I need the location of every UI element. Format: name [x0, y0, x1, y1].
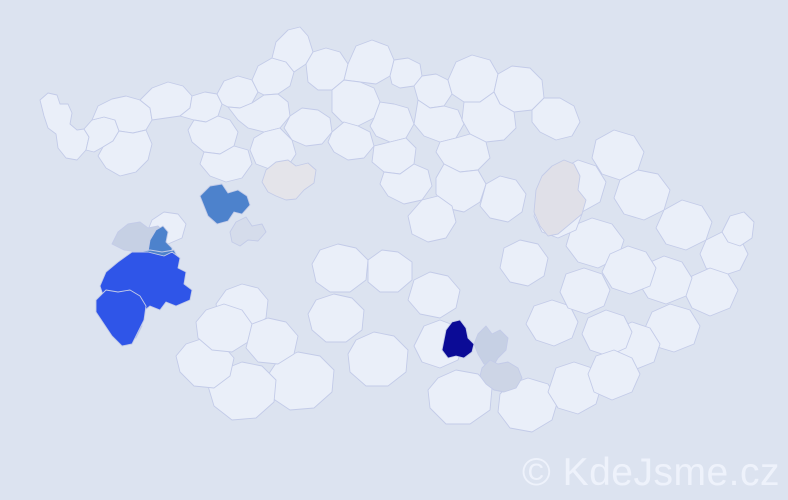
district-strakonice[interactable]: [196, 304, 252, 352]
district-highlight-mlada-boleslav[interactable]: [262, 160, 316, 200]
district-tabor[interactable]: [308, 294, 364, 342]
district-svitavy[interactable]: [480, 176, 526, 222]
district-hradec-kralove[interactable]: [462, 92, 516, 142]
district-frydek-mistek[interactable]: [684, 268, 738, 316]
district-prostejov[interactable]: [560, 268, 610, 314]
district-mlada-boleslav-base[interactable]: [332, 80, 380, 126]
district-praha-vychod[interactable]: [328, 122, 374, 160]
district-chrudim[interactable]: [436, 164, 486, 212]
district-usti-nad-labem[interactable]: [252, 58, 294, 95]
district-highlight-brno-mesto[interactable]: [474, 326, 508, 368]
district-cheb[interactable]: [40, 93, 89, 160]
district-highlight-zdar-nad-sazavou[interactable]: [442, 320, 474, 358]
district-pisek[interactable]: [246, 318, 298, 364]
district-nymburk[interactable]: [370, 102, 414, 142]
district-breclav[interactable]: [498, 378, 558, 432]
district-rakovnik[interactable]: [200, 146, 252, 182]
district-liberec[interactable]: [344, 40, 394, 84]
base-districts-layer: [40, 27, 754, 432]
district-tachov[interactable]: [98, 130, 152, 176]
district-highlight-beroun[interactable]: [200, 184, 250, 224]
district-litomerice[interactable]: [228, 94, 290, 132]
district-decin[interactable]: [272, 27, 313, 72]
district-rychnov[interactable]: [532, 98, 580, 140]
district-karvina[interactable]: [722, 212, 754, 246]
district-kutna-hora[interactable]: [380, 164, 432, 204]
district-benesov[interactable]: [312, 244, 368, 292]
district-pardubice[interactable]: [436, 134, 490, 172]
district-prerov[interactable]: [602, 246, 656, 294]
district-highlight-domazlice[interactable]: [96, 290, 146, 346]
district-highlight-praha-zapad[interactable]: [230, 217, 266, 246]
district-havlickuv-brod[interactable]: [408, 196, 456, 242]
district-znojmo[interactable]: [428, 370, 492, 424]
district-highlight-brno-venkov[interactable]: [480, 360, 522, 392]
district-teplice[interactable]: [217, 76, 258, 108]
watermark-kdejsme: © KdeJsme.cz: [522, 451, 780, 494]
district-melnik[interactable]: [284, 108, 332, 146]
district-jindrichuv-hradec[interactable]: [348, 332, 408, 386]
district-kromeriz[interactable]: [582, 310, 632, 356]
district-jihlava[interactable]: [408, 272, 460, 318]
district-uherske-hradiste[interactable]: [588, 350, 640, 400]
district-pelhrimov[interactable]: [368, 250, 412, 292]
district-highlight-usti-nad-orlici[interactable]: [534, 160, 586, 236]
district-vyskov[interactable]: [526, 300, 578, 346]
highlight-layer: [96, 160, 586, 392]
district-jicin[interactable]: [414, 100, 464, 142]
district-blansko[interactable]: [500, 240, 548, 286]
district-most[interactable]: [180, 92, 222, 122]
